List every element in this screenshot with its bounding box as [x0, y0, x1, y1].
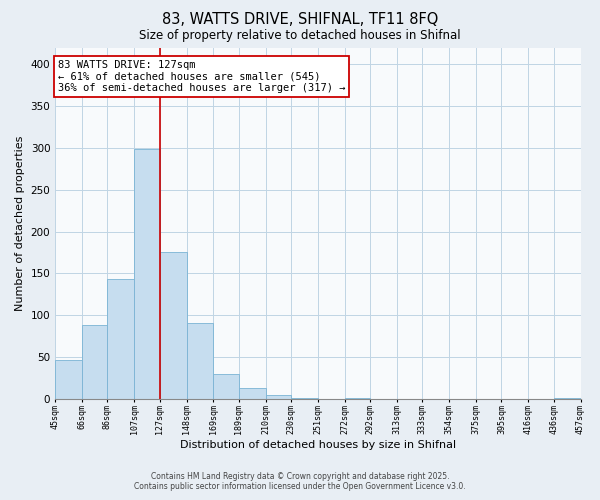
Bar — [239, 388, 266, 399]
Text: 83 WATTS DRIVE: 127sqm
← 61% of detached houses are smaller (545)
36% of semi-de: 83 WATTS DRIVE: 127sqm ← 61% of detached… — [58, 60, 345, 93]
Bar — [554, 398, 581, 399]
Bar — [134, 148, 160, 399]
Y-axis label: Number of detached properties: Number of detached properties — [15, 136, 25, 311]
Bar — [55, 360, 82, 399]
Bar — [291, 398, 318, 399]
Text: Contains HM Land Registry data © Crown copyright and database right 2025.
Contai: Contains HM Land Registry data © Crown c… — [134, 472, 466, 491]
Bar — [82, 326, 107, 399]
Bar — [213, 374, 239, 399]
Text: Size of property relative to detached houses in Shifnal: Size of property relative to detached ho… — [139, 29, 461, 42]
Text: 83, WATTS DRIVE, SHIFNAL, TF11 8FQ: 83, WATTS DRIVE, SHIFNAL, TF11 8FQ — [162, 12, 438, 28]
Bar — [266, 394, 291, 399]
X-axis label: Distribution of detached houses by size in Shifnal: Distribution of detached houses by size … — [180, 440, 456, 450]
Bar — [160, 252, 187, 399]
Bar — [107, 279, 134, 399]
Bar — [187, 323, 213, 399]
Bar — [344, 398, 370, 399]
